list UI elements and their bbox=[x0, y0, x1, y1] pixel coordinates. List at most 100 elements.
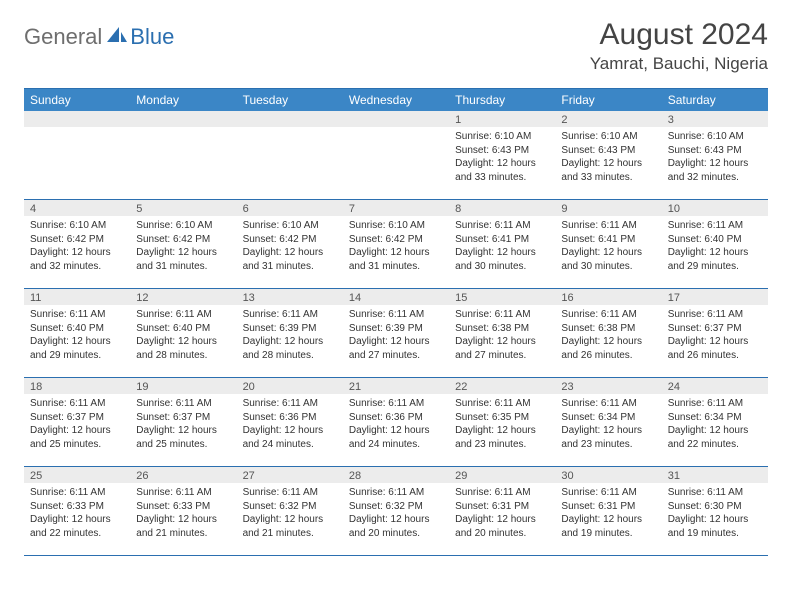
cell-body bbox=[237, 127, 343, 134]
sunset-line: Sunset: 6:38 PM bbox=[455, 322, 549, 336]
calendar-cell: 19Sunrise: 6:11 AMSunset: 6:37 PMDayligh… bbox=[130, 378, 236, 466]
cell-body: Sunrise: 6:11 AMSunset: 6:37 PMDaylight:… bbox=[130, 394, 236, 455]
daylight-line: Daylight: 12 hours and 19 minutes. bbox=[668, 513, 762, 540]
calendar-cell: 24Sunrise: 6:11 AMSunset: 6:34 PMDayligh… bbox=[662, 378, 768, 466]
daylight-line: Daylight: 12 hours and 26 minutes. bbox=[561, 335, 655, 362]
sunset-line: Sunset: 6:35 PM bbox=[455, 411, 549, 425]
cell-body: Sunrise: 6:11 AMSunset: 6:34 PMDaylight:… bbox=[555, 394, 661, 455]
sunset-line: Sunset: 6:40 PM bbox=[30, 322, 124, 336]
cell-body: Sunrise: 6:10 AMSunset: 6:43 PMDaylight:… bbox=[555, 127, 661, 188]
day-number: 31 bbox=[662, 467, 768, 483]
daylight-line: Daylight: 12 hours and 23 minutes. bbox=[455, 424, 549, 451]
calendar-cell: 5Sunrise: 6:10 AMSunset: 6:42 PMDaylight… bbox=[130, 200, 236, 288]
day-number bbox=[130, 111, 236, 127]
page-title: August 2024 bbox=[590, 18, 768, 52]
daylight-line: Daylight: 12 hours and 26 minutes. bbox=[668, 335, 762, 362]
sunrise-line: Sunrise: 6:10 AM bbox=[30, 219, 124, 233]
day-number bbox=[237, 111, 343, 127]
day-number: 9 bbox=[555, 200, 661, 216]
day-number bbox=[343, 111, 449, 127]
cell-body: Sunrise: 6:11 AMSunset: 6:40 PMDaylight:… bbox=[24, 305, 130, 366]
cell-body: Sunrise: 6:11 AMSunset: 6:33 PMDaylight:… bbox=[24, 483, 130, 544]
cell-body: Sunrise: 6:11 AMSunset: 6:38 PMDaylight:… bbox=[449, 305, 555, 366]
sunset-line: Sunset: 6:41 PM bbox=[455, 233, 549, 247]
sunrise-line: Sunrise: 6:11 AM bbox=[455, 308, 549, 322]
sunset-line: Sunset: 6:39 PM bbox=[243, 322, 337, 336]
day-number: 29 bbox=[449, 467, 555, 483]
sunrise-line: Sunrise: 6:11 AM bbox=[349, 486, 443, 500]
day-header: Wednesday bbox=[343, 89, 449, 111]
calendar-cell: 20Sunrise: 6:11 AMSunset: 6:36 PMDayligh… bbox=[237, 378, 343, 466]
sunrise-line: Sunrise: 6:10 AM bbox=[455, 130, 549, 144]
sunset-line: Sunset: 6:34 PM bbox=[561, 411, 655, 425]
daylight-line: Daylight: 12 hours and 31 minutes. bbox=[136, 246, 230, 273]
sunset-line: Sunset: 6:38 PM bbox=[561, 322, 655, 336]
daylight-line: Daylight: 12 hours and 30 minutes. bbox=[455, 246, 549, 273]
cell-body: Sunrise: 6:11 AMSunset: 6:30 PMDaylight:… bbox=[662, 483, 768, 544]
sunset-line: Sunset: 6:37 PM bbox=[668, 322, 762, 336]
day-header: Friday bbox=[555, 89, 661, 111]
cell-body: Sunrise: 6:11 AMSunset: 6:31 PMDaylight:… bbox=[449, 483, 555, 544]
sunrise-line: Sunrise: 6:11 AM bbox=[561, 308, 655, 322]
daylight-line: Daylight: 12 hours and 22 minutes. bbox=[30, 513, 124, 540]
sunset-line: Sunset: 6:41 PM bbox=[561, 233, 655, 247]
calendar-cell: 15Sunrise: 6:11 AMSunset: 6:38 PMDayligh… bbox=[449, 289, 555, 377]
daylight-line: Daylight: 12 hours and 31 minutes. bbox=[349, 246, 443, 273]
cell-body: Sunrise: 6:11 AMSunset: 6:40 PMDaylight:… bbox=[662, 216, 768, 277]
daylight-line: Daylight: 12 hours and 27 minutes. bbox=[349, 335, 443, 362]
daylight-line: Daylight: 12 hours and 25 minutes. bbox=[136, 424, 230, 451]
sunset-line: Sunset: 6:42 PM bbox=[243, 233, 337, 247]
cell-body: Sunrise: 6:11 AMSunset: 6:31 PMDaylight:… bbox=[555, 483, 661, 544]
calendar-cell: 3Sunrise: 6:10 AMSunset: 6:43 PMDaylight… bbox=[662, 111, 768, 199]
day-header: Monday bbox=[130, 89, 236, 111]
calendar-cell: 7Sunrise: 6:10 AMSunset: 6:42 PMDaylight… bbox=[343, 200, 449, 288]
sunrise-line: Sunrise: 6:10 AM bbox=[136, 219, 230, 233]
calendar-cell: 6Sunrise: 6:10 AMSunset: 6:42 PMDaylight… bbox=[237, 200, 343, 288]
calendar-cell: 23Sunrise: 6:11 AMSunset: 6:34 PMDayligh… bbox=[555, 378, 661, 466]
sunset-line: Sunset: 6:42 PM bbox=[349, 233, 443, 247]
calendar-cell: 22 Sunrise: 6:11 AMSunset: 6:35 PMDayligh… bbox=[449, 378, 555, 466]
calendar-cell: 29Sunrise: 6:11 AMSunset: 6:31 PMDayligh… bbox=[449, 467, 555, 555]
day-header: Thursday bbox=[449, 89, 555, 111]
day-number: 20 bbox=[237, 378, 343, 394]
sunrise-line: Sunrise: 6:11 AM bbox=[349, 308, 443, 322]
day-number: 6 bbox=[237, 200, 343, 216]
daylight-line: Daylight: 12 hours and 29 minutes. bbox=[668, 246, 762, 273]
daylight-line: Daylight: 12 hours and 24 minutes. bbox=[349, 424, 443, 451]
daylight-line: Daylight: 12 hours and 24 minutes. bbox=[243, 424, 337, 451]
day-number: 22 bbox=[449, 378, 555, 394]
logo-text-blue: Blue bbox=[130, 24, 174, 50]
sunset-line: Sunset: 6:43 PM bbox=[561, 144, 655, 158]
sunset-line: Sunset: 6:42 PM bbox=[136, 233, 230, 247]
day-number: 3 bbox=[662, 111, 768, 127]
cell-body: Sunrise: 6:10 AMSunset: 6:42 PMDaylight:… bbox=[237, 216, 343, 277]
day-number: 19 bbox=[130, 378, 236, 394]
sunset-line: Sunset: 6:36 PM bbox=[243, 411, 337, 425]
sunrise-line: Sunrise: 6:11 AM bbox=[30, 397, 124, 411]
cell-body: Sunrise: 6:11 AMSunset: 6:39 PMDaylight:… bbox=[237, 305, 343, 366]
logo-text-gray: General bbox=[24, 24, 102, 50]
daylight-line: Daylight: 12 hours and 28 minutes. bbox=[243, 335, 337, 362]
sunset-line: Sunset: 6:43 PM bbox=[668, 144, 762, 158]
sunrise-line: Sunrise: 6:11 AM bbox=[243, 308, 337, 322]
sunrise-line: Sunrise: 6:11 AM bbox=[30, 486, 124, 500]
sunrise-line: Sunrise: 6:10 AM bbox=[561, 130, 655, 144]
day-number: 21 bbox=[343, 378, 449, 394]
calendar: SundayMondayTuesdayWednesdayThursdayFrid… bbox=[24, 88, 768, 556]
cell-body: Sunrise: 6:11 AMSunset: 6:37 PMDaylight:… bbox=[24, 394, 130, 455]
daylight-line: Daylight: 12 hours and 22 minutes. bbox=[668, 424, 762, 451]
day-number: 2 bbox=[555, 111, 661, 127]
day-number: 1 bbox=[449, 111, 555, 127]
day-number: 4 bbox=[24, 200, 130, 216]
sunrise-line: Sunrise: 6:11 AM bbox=[668, 308, 762, 322]
cell-body bbox=[130, 127, 236, 134]
cell-body bbox=[343, 127, 449, 134]
calendar-cell: 4Sunrise: 6:10 AMSunset: 6:42 PMDaylight… bbox=[24, 200, 130, 288]
week-row: 11Sunrise: 6:11 AMSunset: 6:40 PMDayligh… bbox=[24, 289, 768, 378]
sunrise-line: Sunrise: 6:11 AM bbox=[455, 397, 549, 411]
calendar-cell bbox=[343, 111, 449, 199]
sunset-line: Sunset: 6:37 PM bbox=[30, 411, 124, 425]
sunset-line: Sunset: 6:37 PM bbox=[136, 411, 230, 425]
sunrise-line: Sunrise: 6:11 AM bbox=[561, 486, 655, 500]
calendar-cell: 28Sunrise: 6:11 AMSunset: 6:32 PMDayligh… bbox=[343, 467, 449, 555]
